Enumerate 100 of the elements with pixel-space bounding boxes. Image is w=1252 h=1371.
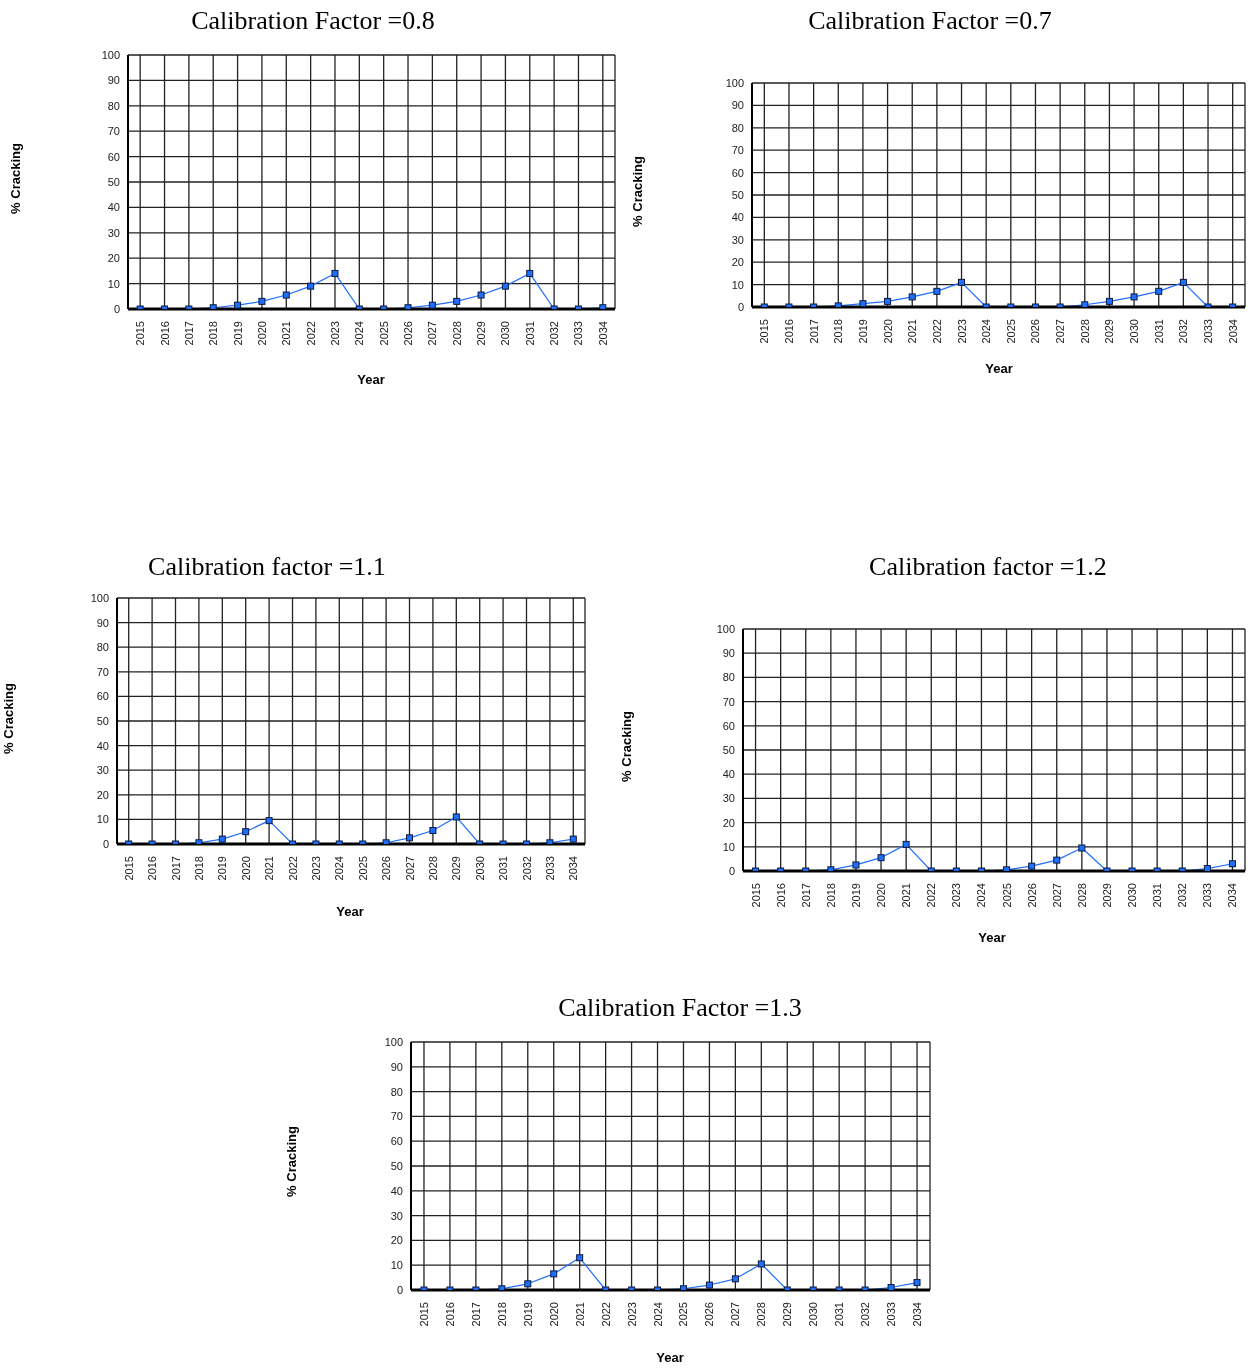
x-tick-label: 2028 [1078, 319, 1091, 344]
y-axis-title: % Cracking [0, 682, 16, 756]
x-tick-label: 2031 [833, 1302, 846, 1327]
x-tick-label: 2029 [1103, 319, 1116, 344]
y-axis-title: % Cracking [7, 142, 23, 216]
x-tick-label: 2023 [950, 883, 963, 908]
y-tick-label: 40 [96, 739, 109, 752]
x-axis-title: Year [977, 930, 1007, 945]
y-tick-label: 10 [722, 840, 735, 853]
x-tick-label: 2028 [426, 856, 439, 881]
x-tick-label: 2029 [1100, 883, 1113, 908]
y-tick-label: 100 [101, 48, 120, 61]
x-tick-label: 2015 [134, 321, 147, 346]
x-tick-label: 2021 [280, 321, 293, 346]
y-axis-title: % Cracking [283, 1125, 299, 1199]
x-tick-label: 2026 [703, 1302, 716, 1327]
x-tick-label: 2016 [146, 856, 159, 881]
x-axis-title: Year [984, 361, 1014, 376]
x-tick-label: 2032 [1176, 883, 1189, 908]
y-tick-label: 10 [731, 278, 744, 291]
x-tick-label: 2027 [1054, 319, 1067, 344]
x-tick-label: 2017 [469, 1302, 482, 1327]
y-tick-label: 90 [722, 647, 735, 660]
x-tick-label: 2018 [495, 1302, 508, 1327]
y-tick-label: 40 [390, 1184, 403, 1197]
y-tick-label: 50 [107, 175, 120, 188]
x-tick-label: 2017 [799, 883, 812, 908]
x-tick-label: 2027 [1050, 883, 1063, 908]
x-tick-label: 2015 [122, 856, 135, 881]
x-tick-label: 2025 [1000, 883, 1013, 908]
y-tick-label: 10 [390, 1259, 403, 1272]
x-tick-label: 2031 [1151, 883, 1164, 908]
y-tick-label: 70 [722, 695, 735, 708]
x-tick-label: 2018 [832, 319, 845, 344]
x-tick-label: 2026 [380, 856, 393, 881]
x-tick-label: 2020 [255, 321, 268, 346]
x-tick-label: 2017 [169, 856, 182, 881]
x-tick-label: 2023 [625, 1302, 638, 1327]
x-tick-label: 2033 [885, 1302, 898, 1327]
x-tick-label: 2020 [239, 856, 252, 881]
x-tick-label: 2018 [824, 883, 837, 908]
x-tick-label: 2030 [807, 1302, 820, 1327]
y-tick-label: 20 [107, 252, 120, 265]
y-tick-label: 30 [390, 1209, 403, 1222]
x-tick-label: 2029 [450, 856, 463, 881]
y-tick-label: 50 [96, 714, 109, 727]
y-tick-label: 20 [96, 788, 109, 801]
y-tick-label: 50 [722, 743, 735, 756]
x-tick-label: 2017 [807, 319, 820, 344]
y-tick-label: 60 [731, 166, 744, 179]
x-tick-label: 2032 [1177, 319, 1190, 344]
chart-title: Calibration Factor =0.7 [807, 6, 1053, 36]
x-tick-label: 2030 [1126, 883, 1139, 908]
x-axis-title: Year [356, 372, 386, 387]
x-tick-label: 2022 [304, 321, 317, 346]
x-tick-label: 2031 [1152, 319, 1165, 344]
y-tick-label: 40 [107, 201, 120, 214]
x-tick-label: 2016 [158, 321, 171, 346]
y-tick-label: 40 [722, 768, 735, 781]
y-tick-label: 0 [396, 1283, 403, 1296]
x-tick-label: 2023 [955, 319, 968, 344]
x-tick-label: 2033 [1202, 319, 1215, 344]
chart-title: Calibration Factor =1.3 [557, 993, 803, 1023]
y-tick-label: 90 [731, 99, 744, 112]
x-tick-label: 2016 [774, 883, 787, 908]
y-tick-label: 80 [96, 641, 109, 654]
x-tick-label: 2019 [231, 321, 244, 346]
y-tick-label: 10 [96, 813, 109, 826]
x-tick-label: 2032 [548, 321, 561, 346]
y-tick-label: 90 [107, 74, 120, 87]
x-tick-label: 2020 [881, 319, 894, 344]
x-tick-label: 2026 [1029, 319, 1042, 344]
x-tick-label: 2015 [758, 319, 771, 344]
y-tick-label: 70 [107, 125, 120, 138]
x-tick-label: 2026 [402, 321, 415, 346]
x-tick-label: 2025 [677, 1302, 690, 1327]
x-tick-label: 2019 [856, 319, 869, 344]
x-tick-label: 2015 [749, 883, 762, 908]
y-tick-label: 40 [731, 211, 744, 224]
y-tick-label: 100 [90, 591, 109, 604]
x-tick-label: 2029 [781, 1302, 794, 1327]
y-tick-label: 30 [96, 764, 109, 777]
x-tick-label: 2017 [182, 321, 195, 346]
x-tick-label: 2024 [975, 883, 988, 908]
x-axis-title: Year [335, 904, 365, 919]
x-tick-label: 2022 [286, 856, 299, 881]
x-tick-label: 2027 [426, 321, 439, 346]
y-tick-label: 30 [731, 233, 744, 246]
x-tick-label: 2024 [651, 1302, 664, 1327]
x-tick-label: 2024 [980, 319, 993, 344]
x-tick-label: 2034 [1226, 883, 1239, 908]
y-tick-label: 100 [384, 1035, 403, 1048]
x-tick-label: 2021 [906, 319, 919, 344]
y-tick-label: 60 [107, 150, 120, 163]
x-tick-label: 2030 [1128, 319, 1141, 344]
x-tick-label: 2024 [353, 321, 366, 346]
x-tick-label: 2026 [1025, 883, 1038, 908]
y-tick-label: 0 [113, 302, 120, 315]
y-tick-label: 50 [731, 188, 744, 201]
x-tick-label: 2021 [900, 883, 913, 908]
